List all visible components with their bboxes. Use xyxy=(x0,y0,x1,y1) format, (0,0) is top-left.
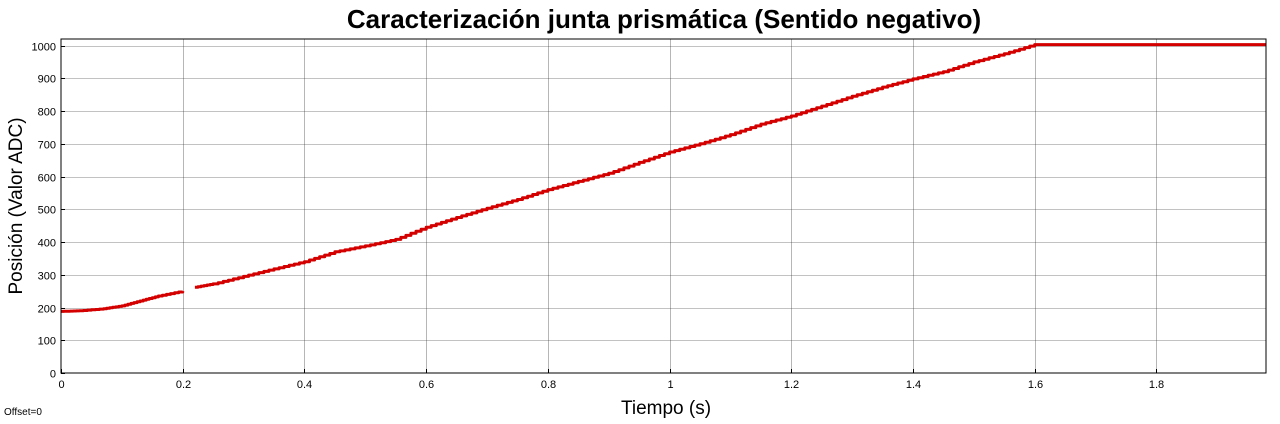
x-tick-label: 1 xyxy=(667,379,673,391)
y-tick-label: 700 xyxy=(38,140,56,152)
x-tick-label: 0.8 xyxy=(541,379,556,391)
y-tick-label: 900 xyxy=(38,74,56,86)
x-tick-label: 1.8 xyxy=(1149,379,1164,391)
x-tick-label: 0.6 xyxy=(419,379,434,391)
grid-lines xyxy=(61,39,1266,373)
chart-title: Caracterización junta prismática (Sentid… xyxy=(347,4,981,34)
series-line-segment xyxy=(61,290,185,313)
y-tick-label: 300 xyxy=(38,271,56,283)
x-tick-label: 0 xyxy=(58,379,64,391)
y-tick-label: 0 xyxy=(50,369,56,381)
y-axis-ticks: 0 100 200 300 400 500 600 700 800 900 1000 xyxy=(32,42,65,381)
x-axis-label: Tiempo (s) xyxy=(621,398,711,419)
y-tick-label: 200 xyxy=(38,304,56,316)
plot-area-frame xyxy=(60,38,1267,374)
x-tick-label: 1.6 xyxy=(1028,379,1043,391)
series-line-segment xyxy=(194,43,1266,289)
y-tick-label: 400 xyxy=(38,238,56,250)
y-axis-label: Posición (Valor ADC) xyxy=(6,117,27,294)
y-tick-label: 500 xyxy=(38,205,56,217)
y-tick-label: 600 xyxy=(38,173,56,185)
x-tick-label: 0.2 xyxy=(176,379,191,391)
offset-label: Offset=0 xyxy=(4,407,42,418)
x-tick-label: 1.2 xyxy=(784,379,799,391)
data-series xyxy=(61,43,1266,313)
y-tick-label: 1000 xyxy=(32,42,56,54)
x-tick-label: 0.4 xyxy=(297,379,312,391)
x-axis-ticks: 0 0.2 0.4 0.6 0.8 1 1.2 1.4 1.6 1.8 xyxy=(58,369,1164,391)
y-tick-label: 100 xyxy=(38,336,56,348)
x-tick-label: 1.4 xyxy=(906,379,921,391)
y-tick-label: 800 xyxy=(38,107,56,119)
